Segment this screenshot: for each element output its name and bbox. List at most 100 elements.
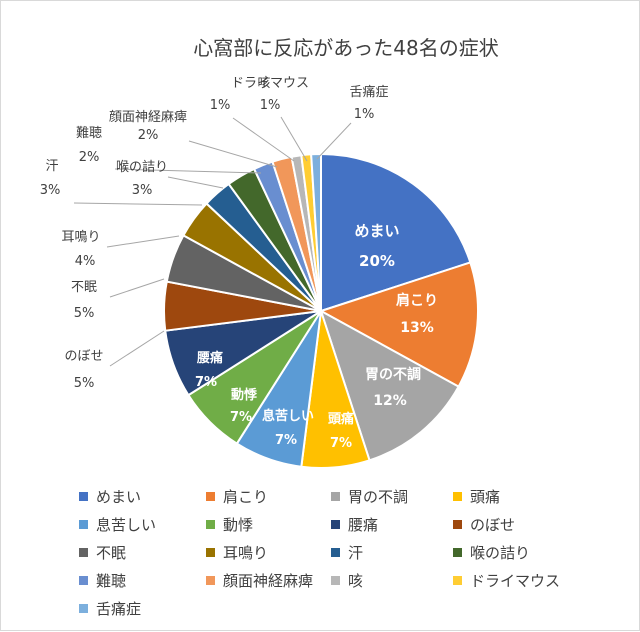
legend-label: 頭痛 — [470, 487, 501, 506]
slice-percent-2: 13% — [400, 320, 434, 336]
legend-item: 汗 — [331, 540, 363, 564]
slice-label-6: 動悸 — [231, 387, 258, 403]
slice-label-15: 咳 — [257, 76, 270, 91]
pie-slice-2 — [318, 261, 480, 388]
slice-percent-5: 7% — [275, 433, 297, 448]
slice-label-13: 難聴 — [76, 126, 102, 141]
legend-swatch — [453, 547, 462, 557]
legend-label: 腰痛 — [348, 515, 379, 534]
legend-swatch — [453, 491, 462, 501]
chart-title: 心窩部に反応があった48名の症状 — [193, 36, 498, 60]
pie-slice-1 — [320, 152, 472, 313]
legend-label: 耳鳴り — [223, 543, 269, 562]
legend-label: 咳 — [348, 571, 364, 590]
slice-label-4: 頭痛 — [328, 411, 354, 427]
slice-percent-11: 3% — [40, 183, 61, 198]
slice-percent-9: 5% — [74, 306, 95, 321]
legend-label: 難聴 — [96, 571, 127, 590]
slice-label-11: 汗 — [45, 159, 58, 174]
leader-line-16 — [280, 116, 308, 162]
slice-percent-3: 12% — [373, 393, 407, 409]
leader-line-9 — [109, 278, 165, 298]
legend-item: 顔面神経麻痺 — [206, 568, 313, 592]
legend-swatch — [206, 547, 215, 557]
slice-label-10: 耳鳴り — [61, 230, 100, 245]
legend-item: 胃の不調 — [331, 484, 408, 508]
legend-swatch — [79, 519, 88, 529]
slice-percent-7: 7% — [195, 375, 217, 390]
slice-label-1: めまい — [354, 222, 399, 240]
slice-percent-1: 20% — [359, 252, 395, 270]
legend-label: ドライマウス — [470, 571, 561, 590]
slice-label-2: 肩こり — [396, 292, 438, 309]
legend-swatch — [79, 603, 88, 613]
legend-swatch — [331, 575, 340, 585]
legend-item: 息苦しい — [79, 512, 156, 536]
slice-percent-14: 2% — [138, 128, 159, 143]
slice-label-8: のぼせ — [64, 349, 103, 364]
slice-percent-13: 2% — [79, 150, 100, 165]
legend-swatch — [79, 575, 88, 585]
slice-percent-10: 4% — [75, 254, 96, 269]
legend-label: 舌痛症 — [96, 599, 142, 618]
legend-item: めまい — [79, 484, 141, 508]
slice-label-16: ドライマウス — [231, 76, 309, 91]
legend-swatch — [206, 519, 215, 529]
leader-line-14 — [188, 140, 278, 168]
legend-swatch — [331, 491, 340, 501]
slice-percent-12: 3% — [132, 183, 153, 198]
legend-swatch — [206, 491, 215, 501]
slice-label-5: 息苦しい — [262, 408, 314, 424]
legend-item: 頭痛 — [453, 484, 500, 508]
slice-percent-6: 7% — [230, 410, 252, 425]
legend-label: 顔面神経麻痺 — [223, 571, 314, 590]
legend-item: 喉の詰り — [453, 540, 530, 564]
legend-item: 不眠 — [79, 540, 126, 564]
slice-label-17: 舌痛症 — [349, 84, 388, 100]
legend-swatch — [453, 575, 462, 585]
slice-label-14: 顔面神経麻痺 — [109, 109, 187, 125]
slice-label-7: 腰痛 — [196, 350, 223, 366]
leader-line-12 — [167, 176, 224, 189]
legend-swatch — [79, 491, 88, 501]
legend-item: 肩こり — [206, 484, 268, 508]
slice-label-12: 喉の詰り — [116, 159, 168, 175]
legend-item: 難聴 — [79, 568, 126, 592]
slice-percent-16: 1% — [260, 98, 281, 113]
leader-line-8 — [109, 330, 165, 367]
slice-percent-8: 5% — [74, 376, 95, 391]
pie-slice-17 — [310, 152, 322, 312]
legend-item: 腰痛 — [331, 512, 378, 536]
legend-swatch — [453, 519, 462, 529]
leader-line-13 — [114, 168, 262, 174]
slice-label-3: 胃の不調 — [365, 366, 421, 383]
legend-label: 肩こり — [223, 487, 269, 506]
slice-percent-17: 1% — [354, 107, 375, 122]
pie-slice-3 — [319, 308, 460, 462]
legend-item: ドライマウス — [453, 568, 560, 592]
legend-item: 動悸 — [206, 512, 253, 536]
legend-label: めまい — [96, 487, 142, 506]
legend-swatch — [206, 575, 215, 585]
legend-label: 動悸 — [223, 515, 254, 534]
legend-label: のぼせ — [470, 515, 516, 534]
slice-label-9: 不眠 — [71, 280, 97, 295]
slice-percent-15: 1% — [210, 98, 231, 113]
legend-swatch — [331, 547, 340, 557]
legend-label: 不眠 — [96, 543, 127, 562]
legend-swatch — [79, 547, 88, 557]
leader-line-17 — [316, 122, 352, 160]
legend-item: 舌痛症 — [79, 596, 141, 620]
legend-item: 耳鳴り — [206, 540, 268, 564]
leader-line-11 — [73, 202, 203, 206]
legend-swatch — [331, 519, 340, 529]
legend-item: のぼせ — [453, 512, 515, 536]
legend-label: 胃の不調 — [348, 487, 409, 506]
legend-label: 汗 — [348, 543, 364, 562]
legend-label: 息苦しい — [96, 515, 157, 534]
legend-item: 咳 — [331, 568, 363, 592]
slice-percent-4: 7% — [330, 436, 352, 451]
leader-line-10 — [106, 235, 180, 248]
